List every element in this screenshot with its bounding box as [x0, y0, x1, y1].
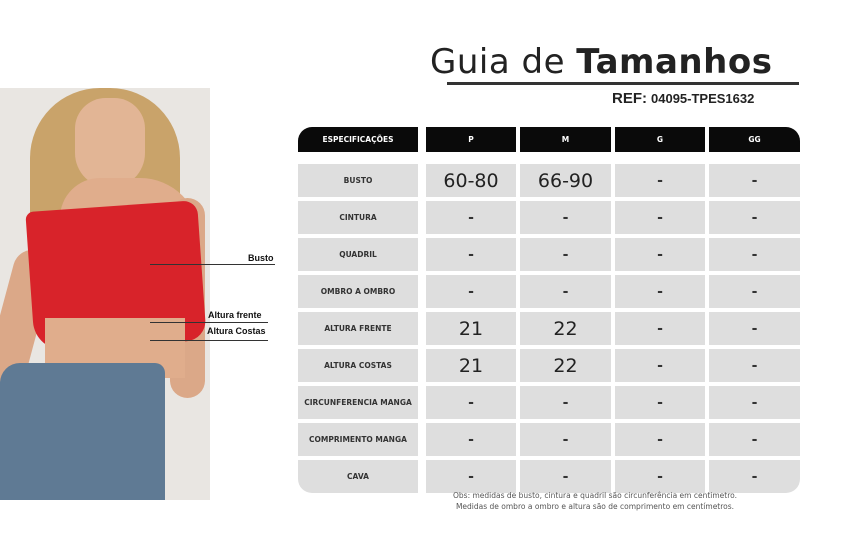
size-value: -	[709, 201, 800, 234]
size-value: 22	[520, 312, 611, 345]
header-size: G	[615, 127, 705, 152]
header-size: P	[426, 127, 516, 152]
title-underline	[447, 82, 799, 85]
altura-costas-label: Altura Costas	[207, 326, 266, 336]
row-spec-label: CINTURA	[298, 201, 418, 234]
header-spec: ESPECIFICAÇÕES	[298, 127, 418, 152]
size-value: -	[426, 460, 516, 493]
size-value: -	[709, 386, 800, 419]
size-value: -	[615, 275, 705, 308]
size-value: -	[520, 238, 611, 271]
size-value: -	[520, 386, 611, 419]
size-value: -	[709, 349, 800, 382]
size-value: -	[709, 460, 800, 493]
size-value: -	[615, 349, 705, 382]
row-spec-label: CAVA	[298, 460, 418, 493]
size-value: 21	[426, 312, 516, 345]
size-value: -	[615, 423, 705, 456]
row-spec-label: ALTURA FRENTE	[298, 312, 418, 345]
size-table: ESPECIFICAÇÕES P M G GG BUSTO 60-80 66-90- - CINT…	[298, 127, 800, 493]
ref-code: 04095-TPES1632	[651, 91, 755, 106]
size-value: -	[709, 238, 800, 271]
size-value: -	[426, 423, 516, 456]
size-value: 21	[426, 349, 516, 382]
size-value: -	[520, 275, 611, 308]
size-value: -	[426, 238, 516, 271]
size-value: -	[426, 386, 516, 419]
size-value: -	[615, 164, 705, 197]
size-value: -	[709, 312, 800, 345]
model-photo	[0, 88, 210, 500]
header-size: GG	[709, 127, 800, 152]
row-spec-label: CIRCUNFERENCIA MANGA	[298, 386, 418, 419]
row-spec-label: COMPRIMENTO MANGA	[298, 423, 418, 456]
busto-line	[150, 264, 275, 265]
size-value: -	[426, 275, 516, 308]
size-value: -	[709, 164, 800, 197]
size-value: -	[520, 423, 611, 456]
page-title: Guia de Tamanhos	[430, 42, 772, 82]
size-value: -	[615, 201, 705, 234]
title-light: Guia de	[430, 42, 565, 82]
note-line: Obs: medidas de busto, cintura e quadril…	[453, 491, 737, 500]
row-spec-label: BUSTO	[298, 164, 418, 197]
row-spec-label: QUADRIL	[298, 238, 418, 271]
size-value: 66-90	[520, 164, 611, 197]
title-bold: Tamanhos	[576, 42, 773, 82]
row-spec-label: ALTURA COSTAS	[298, 349, 418, 382]
header-size: M	[520, 127, 611, 152]
size-value: 22	[520, 349, 611, 382]
note-line: Medidas de ombro a ombro e altura são de…	[455, 502, 735, 511]
size-value: -	[709, 275, 800, 308]
size-value: -	[615, 386, 705, 419]
size-value: -	[520, 460, 611, 493]
size-value: -	[615, 238, 705, 271]
size-value: -	[615, 312, 705, 345]
size-value: 60-80	[426, 164, 516, 197]
ref-label: REF:	[612, 90, 647, 107]
altura-frente-line	[150, 322, 268, 323]
reference: REF: 04095-TPES1632	[612, 90, 754, 107]
altura-frente-label: Altura frente	[208, 310, 262, 320]
altura-costas-line	[150, 340, 268, 341]
measurement-note: Obs: medidas de busto, cintura e quadril…	[380, 490, 810, 512]
row-spec-label: OMBRO A OMBRO	[298, 275, 418, 308]
size-value: -	[520, 201, 611, 234]
busto-label: Busto	[248, 253, 274, 263]
size-value: -	[426, 201, 516, 234]
size-value: -	[615, 460, 705, 493]
size-value: -	[709, 423, 800, 456]
